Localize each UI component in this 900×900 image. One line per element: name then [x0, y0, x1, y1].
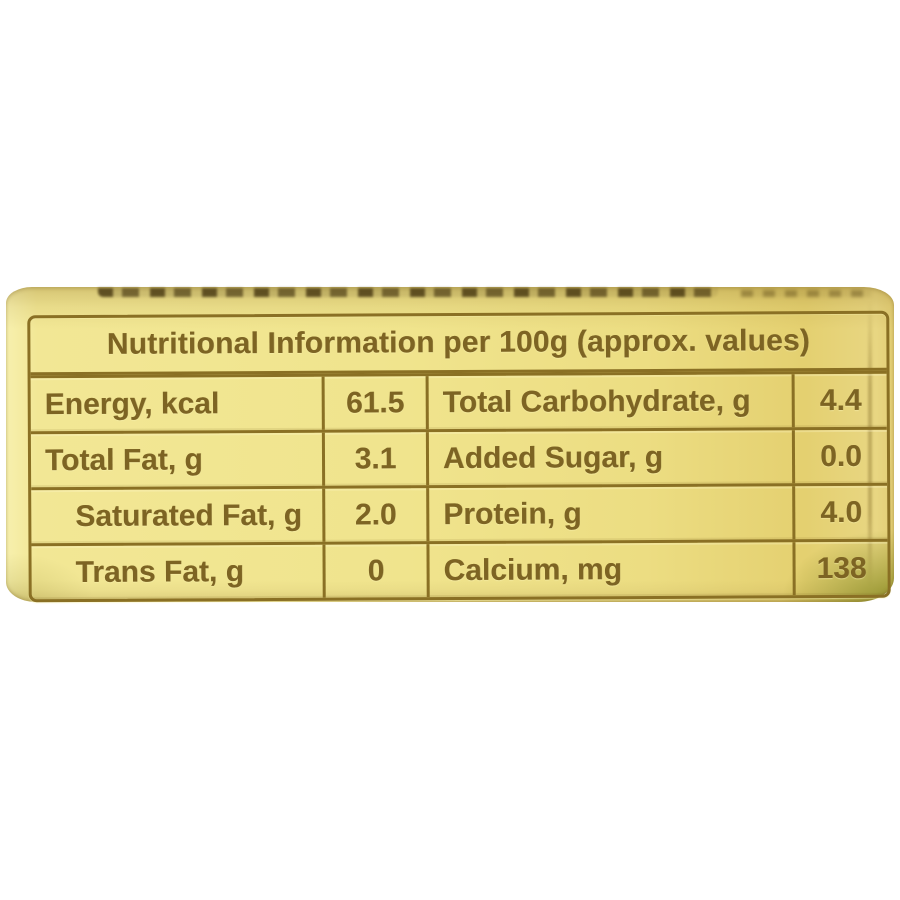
cut-off-printed-text-right: [741, 290, 871, 297]
nutrition-table-title: Nutritional Information per 100g (approx…: [30, 313, 887, 376]
nutrient-value-cell: 4.0: [792, 485, 888, 540]
nutrient-value-cell: 61.5: [321, 376, 426, 430]
nutrient-name-cell: Energy, kcal: [31, 377, 322, 432]
table-row: Total Fat, g 3.1 Added Sugar, g 0.0: [30, 426, 888, 488]
nutrient-name-cell: Trans Fat, g: [31, 545, 322, 600]
nutrient-value-cell: 3.1: [321, 432, 427, 486]
table-row: Saturated Fat, g 2.0 Protein, g 4.0: [31, 482, 888, 544]
nutrient-name-cell: Total Fat, g: [31, 433, 322, 488]
nutrient-value-cell: 138: [792, 541, 888, 596]
table-row: Trans Fat, g 0 Calcium, mg 138: [31, 538, 888, 600]
nutrient-value-cell: 0: [322, 544, 427, 598]
bottle-curve-highlight: [868, 301, 872, 586]
nutrient-name-cell: Added Sugar, g: [425, 430, 793, 486]
nutrient-name-cell: Protein, g: [426, 486, 793, 542]
nutrient-value-cell: 0.0: [791, 429, 888, 484]
nutrient-value-cell: 4.4: [791, 373, 887, 428]
bottle-label-band: Nutritional Information per 100g (approx…: [6, 287, 894, 603]
nutrient-value-cell: 2.0: [322, 488, 427, 542]
nutrient-name-cell: Total Carbohydrate, g: [425, 374, 792, 430]
cut-off-printed-text: [98, 288, 718, 297]
nutrient-name-cell: Calcium, mg: [426, 542, 793, 598]
nutrient-name-cell: Saturated Fat, g: [31, 489, 322, 544]
table-row: Energy, kcal 61.5 Total Carbohydrate, g …: [30, 370, 887, 432]
nutrition-table: Nutritional Information per 100g (approx…: [27, 310, 891, 603]
